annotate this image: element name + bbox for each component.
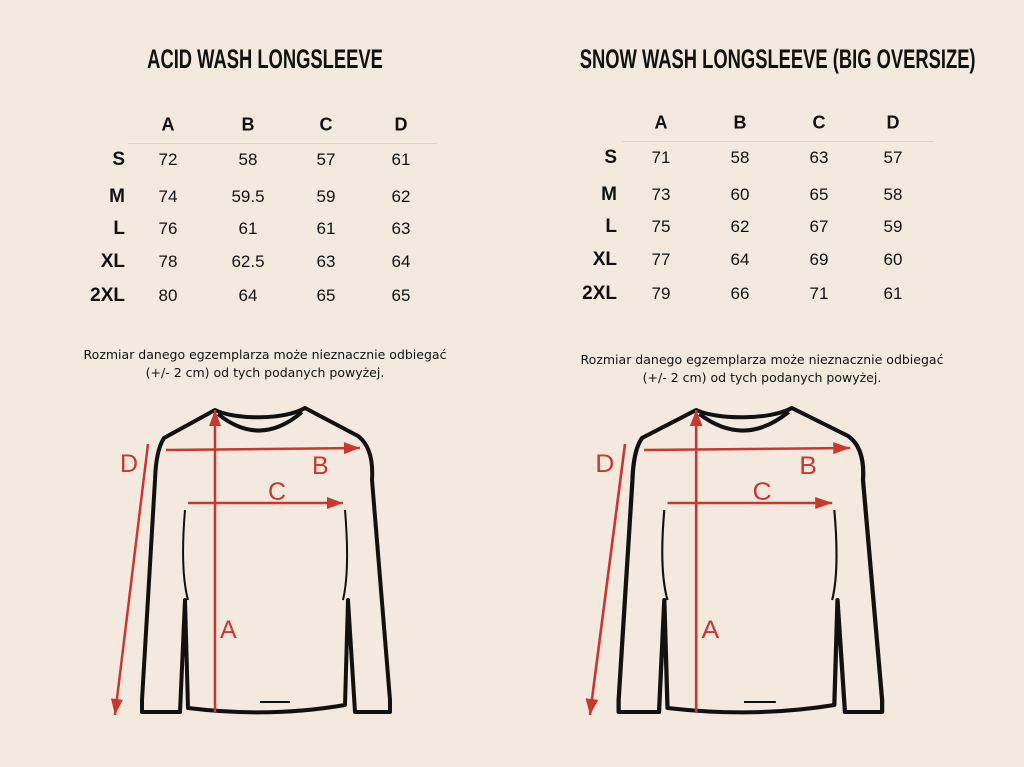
measurement-s-b: 58: [238, 150, 258, 169]
note-line-1: Rozmiar danego egzemplarza może nieznacz…: [580, 352, 944, 367]
measurement-l-a: 75: [651, 217, 671, 236]
measurement-s-d: 57: [883, 148, 903, 167]
measurement-xl-c: 69: [809, 250, 829, 269]
column-header-a: A: [654, 112, 668, 133]
measurement-m-d: 62: [391, 187, 411, 206]
measurement-2xl-a: 80: [158, 286, 178, 305]
size-chart-acid-wash: ACID WASH LONGSLEEVE A B C D S 72 58 57 61 M 74 59.…: [0, 44, 530, 716]
measure-c-arrow-arrowhead: [815, 497, 833, 509]
measure-a-arrow-arrowhead: [209, 410, 221, 426]
measurement-l-d: 59: [883, 217, 903, 236]
measure-b-arrow-arrowhead: [343, 442, 360, 455]
measurement-xl-d: 64: [391, 252, 411, 271]
header-divider: [128, 143, 437, 144]
measurement-xl-b: 64: [730, 250, 750, 269]
column-header-a: A: [161, 114, 175, 135]
measure-label-d: D: [595, 451, 614, 478]
measure-d-arrow-line: [113, 443, 150, 716]
measurement-l-d: 63: [391, 219, 411, 238]
column-header-d: D: [394, 114, 408, 135]
column-header-c: C: [319, 114, 333, 135]
size-label-2xl: 2XL: [582, 283, 617, 304]
measurement-2xl-d: 61: [883, 284, 903, 303]
chart-title: SNOW WASH LONGSLEEVE (BIG OVERSIZE): [579, 44, 976, 74]
measurement-l-b: 62: [730, 217, 750, 236]
measurement-s-c: 57: [316, 150, 336, 169]
measure-b-arrow-line: [644, 446, 851, 452]
measurement-s-b: 58: [730, 148, 750, 167]
measurement-m-c: 65: [809, 185, 829, 204]
measure-label-b: B: [312, 452, 329, 480]
measurement-2xl-b: 66: [730, 284, 750, 303]
measurement-l-b: 61: [238, 219, 258, 238]
column-header-c: C: [812, 112, 826, 133]
measurement-l-c: 67: [809, 217, 829, 236]
column-header-d: D: [886, 112, 900, 133]
measurement-xl-c: 63: [316, 252, 336, 271]
column-header-b: B: [733, 112, 747, 133]
measurement-xl-a: 78: [158, 252, 178, 271]
measure-b-arrow-line: [165, 446, 361, 452]
longsleeve-measurement-diagram: D BC A: [110, 406, 392, 716]
measurement-2xl-b: 64: [238, 286, 258, 305]
shirt-seams: [661, 509, 838, 703]
measure-c-arrow-arrowhead: [327, 497, 343, 509]
size-note: Rozmiar danego egzemplarza może nieznacz…: [0, 346, 530, 382]
measurement-m-c: 59: [316, 187, 336, 206]
column-header-b: B: [241, 114, 255, 135]
measure-label-a: A: [702, 617, 721, 644]
measurement-2xl-a: 79: [651, 284, 671, 303]
shirt-outline: [140, 406, 392, 715]
size-label-m: M: [601, 184, 617, 205]
shirt-collar: [698, 410, 791, 433]
measure-d-arrow-arrowhead: [585, 698, 599, 715]
measure-d-arrow-arrowhead: [110, 698, 123, 715]
shirt-outline: [616, 406, 885, 715]
measure-label-c: C: [753, 479, 772, 506]
measurement-m-d: 58: [883, 185, 903, 204]
header-divider: [622, 141, 934, 142]
shirt-seams: [182, 509, 349, 703]
measurement-s-a: 71: [651, 148, 671, 167]
measurement-s-a: 72: [158, 150, 178, 169]
size-label-s: S: [112, 149, 125, 170]
measurement-m-a: 73: [651, 185, 671, 204]
size-note: Rozmiar danego egzemplarza może nieznacz…: [494, 351, 1024, 387]
measure-d-arrow-line: [588, 443, 627, 716]
measure-label-b: B: [799, 453, 817, 480]
size-label-l: L: [605, 216, 617, 237]
measurement-m-b: 60: [730, 185, 750, 204]
measurement-xl-b: 62.5: [231, 252, 265, 271]
measure-a-arrow-arrowhead: [689, 410, 703, 426]
longsleeve-measurement-diagram: D BC A: [585, 406, 885, 716]
measure-b-arrow-arrowhead: [833, 442, 851, 455]
measurement-s-c: 63: [809, 148, 829, 167]
measurement-xl-d: 60: [883, 250, 903, 269]
size-label-m: M: [109, 186, 125, 207]
size-label-l: L: [113, 218, 125, 239]
size-label-xl: XL: [100, 251, 125, 272]
measurement-2xl-d: 65: [391, 286, 411, 305]
measure-label-a: A: [220, 616, 237, 644]
note-line-1: Rozmiar danego egzemplarza może nieznacz…: [83, 347, 447, 362]
measurement-m-a: 74: [158, 187, 178, 206]
measurement-xl-a: 77: [651, 250, 671, 269]
size-label-xl: XL: [592, 249, 617, 270]
shirt-collar: [216, 410, 304, 433]
measurement-2xl-c: 65: [316, 286, 336, 305]
measurement-l-c: 61: [316, 219, 336, 238]
measurement-m-b: 59.5: [231, 187, 265, 206]
measurement-l-a: 76: [158, 219, 178, 238]
measurement-s-d: 61: [391, 150, 411, 169]
measurement-2xl-c: 71: [809, 284, 829, 303]
measure-label-c: C: [268, 478, 286, 506]
size-label-2xl: 2XL: [90, 285, 125, 306]
size-label-s: S: [604, 147, 617, 168]
measure-label-d: D: [120, 450, 138, 478]
note-line-2: (+/- 2 cm) od tych podanych powyżej.: [642, 370, 882, 385]
note-line-2: (+/- 2 cm) od tych podanych powyżej.: [145, 365, 385, 380]
chart-title: ACID WASH LONGSLEEVE: [147, 44, 383, 74]
